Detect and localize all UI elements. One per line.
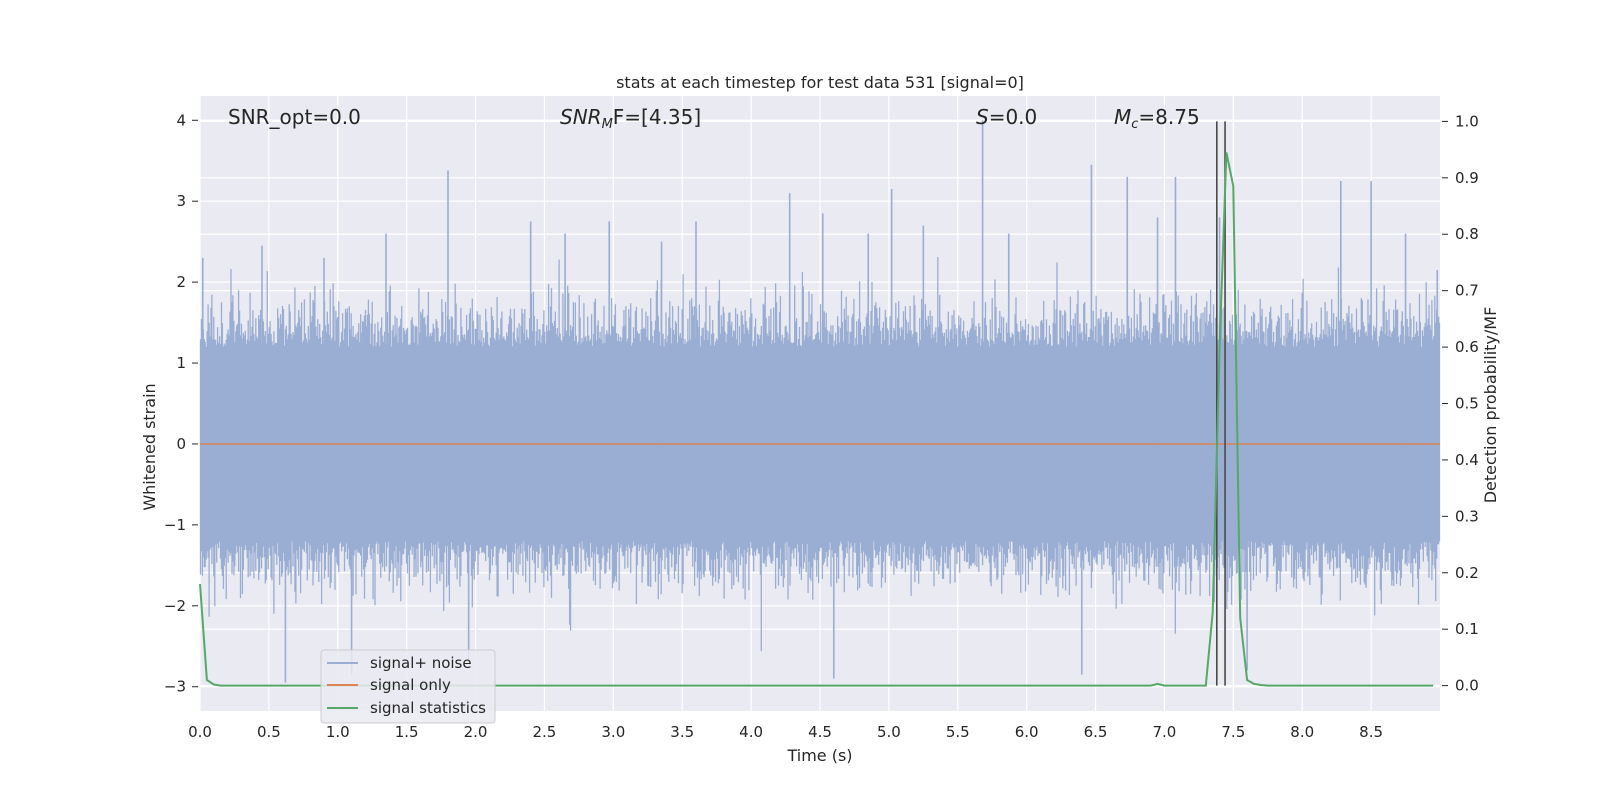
x-tick-label: 5.5: [946, 723, 970, 741]
legend: signal+ noise signal only signal statist…: [320, 649, 496, 724]
x-tick-label: 2.0: [464, 723, 488, 741]
x-axis-ticks: 0.0 0.5 1.0 1.5 2.0 2.5 3.0 3.5 4.0 4.5 5.0 5.5 6.0 6…: [188, 723, 1383, 741]
x-tick-label: 1.0: [326, 723, 350, 741]
y-left-tick-label: −3: [164, 678, 186, 696]
annotation-snr-mf: SNRMF=[4.35]: [560, 105, 701, 132]
x-tick-label: 4.0: [739, 723, 763, 741]
x-tick-label: 6.0: [1015, 723, 1039, 741]
annotation-snr-mf-sub: M: [602, 117, 613, 132]
y-left-tick-label: −1: [164, 516, 186, 534]
y-left-tick-label: 4: [176, 111, 186, 129]
y-right-tick-label: 0.2: [1455, 564, 1479, 582]
x-tick-label: 7.0: [1153, 723, 1177, 741]
x-tick-label: 8.0: [1290, 723, 1314, 741]
signal-statistics-line: [199, 152, 1434, 687]
x-tick-label: 6.5: [1084, 723, 1108, 741]
annotation-mc-main: M: [1114, 105, 1131, 129]
y-right-tick-label: 0.7: [1455, 282, 1479, 300]
signal-noise-series: [199, 120, 1441, 683]
chart-title: stats at each timestep for test data 531…: [616, 73, 1024, 92]
y-right-axis-label: Detection probability/MF: [1481, 307, 1500, 504]
legend-label-signal-only: signal only: [370, 676, 451, 694]
x-tick-label: 7.5: [1221, 723, 1245, 741]
y-right-tick-label: 0.6: [1455, 338, 1479, 356]
y-left-tick-label: 3: [176, 192, 186, 210]
annotation-s: S=0.0: [976, 105, 1037, 129]
legend-box: [320, 649, 496, 724]
y-left-axis-label: Whitened strain: [140, 383, 159, 510]
y-left-tick-label: 1: [176, 354, 186, 372]
y-right-tick-label: 0.9: [1455, 169, 1479, 187]
x-tick-label: 3.0: [601, 723, 625, 741]
y-right-tick-label: 0.5: [1455, 395, 1479, 413]
y-right-tick-label: 1.0: [1455, 112, 1479, 130]
y-left-tick-label: 2: [176, 273, 186, 291]
annotation-mc-sub: c: [1131, 117, 1138, 132]
x-tick-label: 3.5: [670, 723, 694, 741]
x-tick-label: 4.5: [808, 723, 832, 741]
y-right-tick-label: 0.8: [1455, 225, 1479, 243]
annotation-snr-mf-main: SNR: [560, 105, 602, 129]
annotation-s-main: S: [976, 105, 989, 129]
x-axis-label: Time (s): [786, 746, 852, 765]
y-right-tick-label: 0.1: [1455, 620, 1479, 638]
annotation-s-rest: =0.0: [989, 105, 1038, 129]
legend-label-signal-noise: signal+ noise: [370, 654, 472, 672]
signal-statistics-series: [199, 152, 1434, 687]
x-tick-label: 8.5: [1359, 723, 1383, 741]
x-tick-label: 1.5: [395, 723, 419, 741]
x-tick-label: 5.0: [877, 723, 901, 741]
x-tick-label: 2.5: [533, 723, 557, 741]
y-right-tick-label: 0.4: [1455, 451, 1479, 469]
y-left-tick-label: 0: [176, 435, 186, 453]
y-left-tick-label: −2: [164, 597, 186, 615]
annotation-snr-opt: SNR_opt=0.0: [228, 105, 361, 129]
annotation-snr-mf-rest: F=[4.35]: [613, 105, 701, 129]
y-right-axis-ticks: 1.0 0.9 0.8 0.7 0.6 0.5 0.4 0.3 0.2 0.1 0.0: [1442, 112, 1479, 695]
y-left-axis-ticks: 4 3 2 1 0 −1 −2 −3: [164, 111, 198, 696]
annotation-mc: Mc=8.75: [1114, 105, 1200, 132]
y-right-tick-label: 0.3: [1455, 507, 1479, 525]
legend-label-signal-statistics: signal statistics: [370, 699, 486, 717]
annotation-mc-rest: =8.75: [1138, 105, 1199, 129]
x-tick-label: 0.5: [257, 723, 281, 741]
y-right-tick-label: 0.0: [1455, 677, 1479, 695]
x-tick-label: 0.0: [188, 723, 212, 741]
